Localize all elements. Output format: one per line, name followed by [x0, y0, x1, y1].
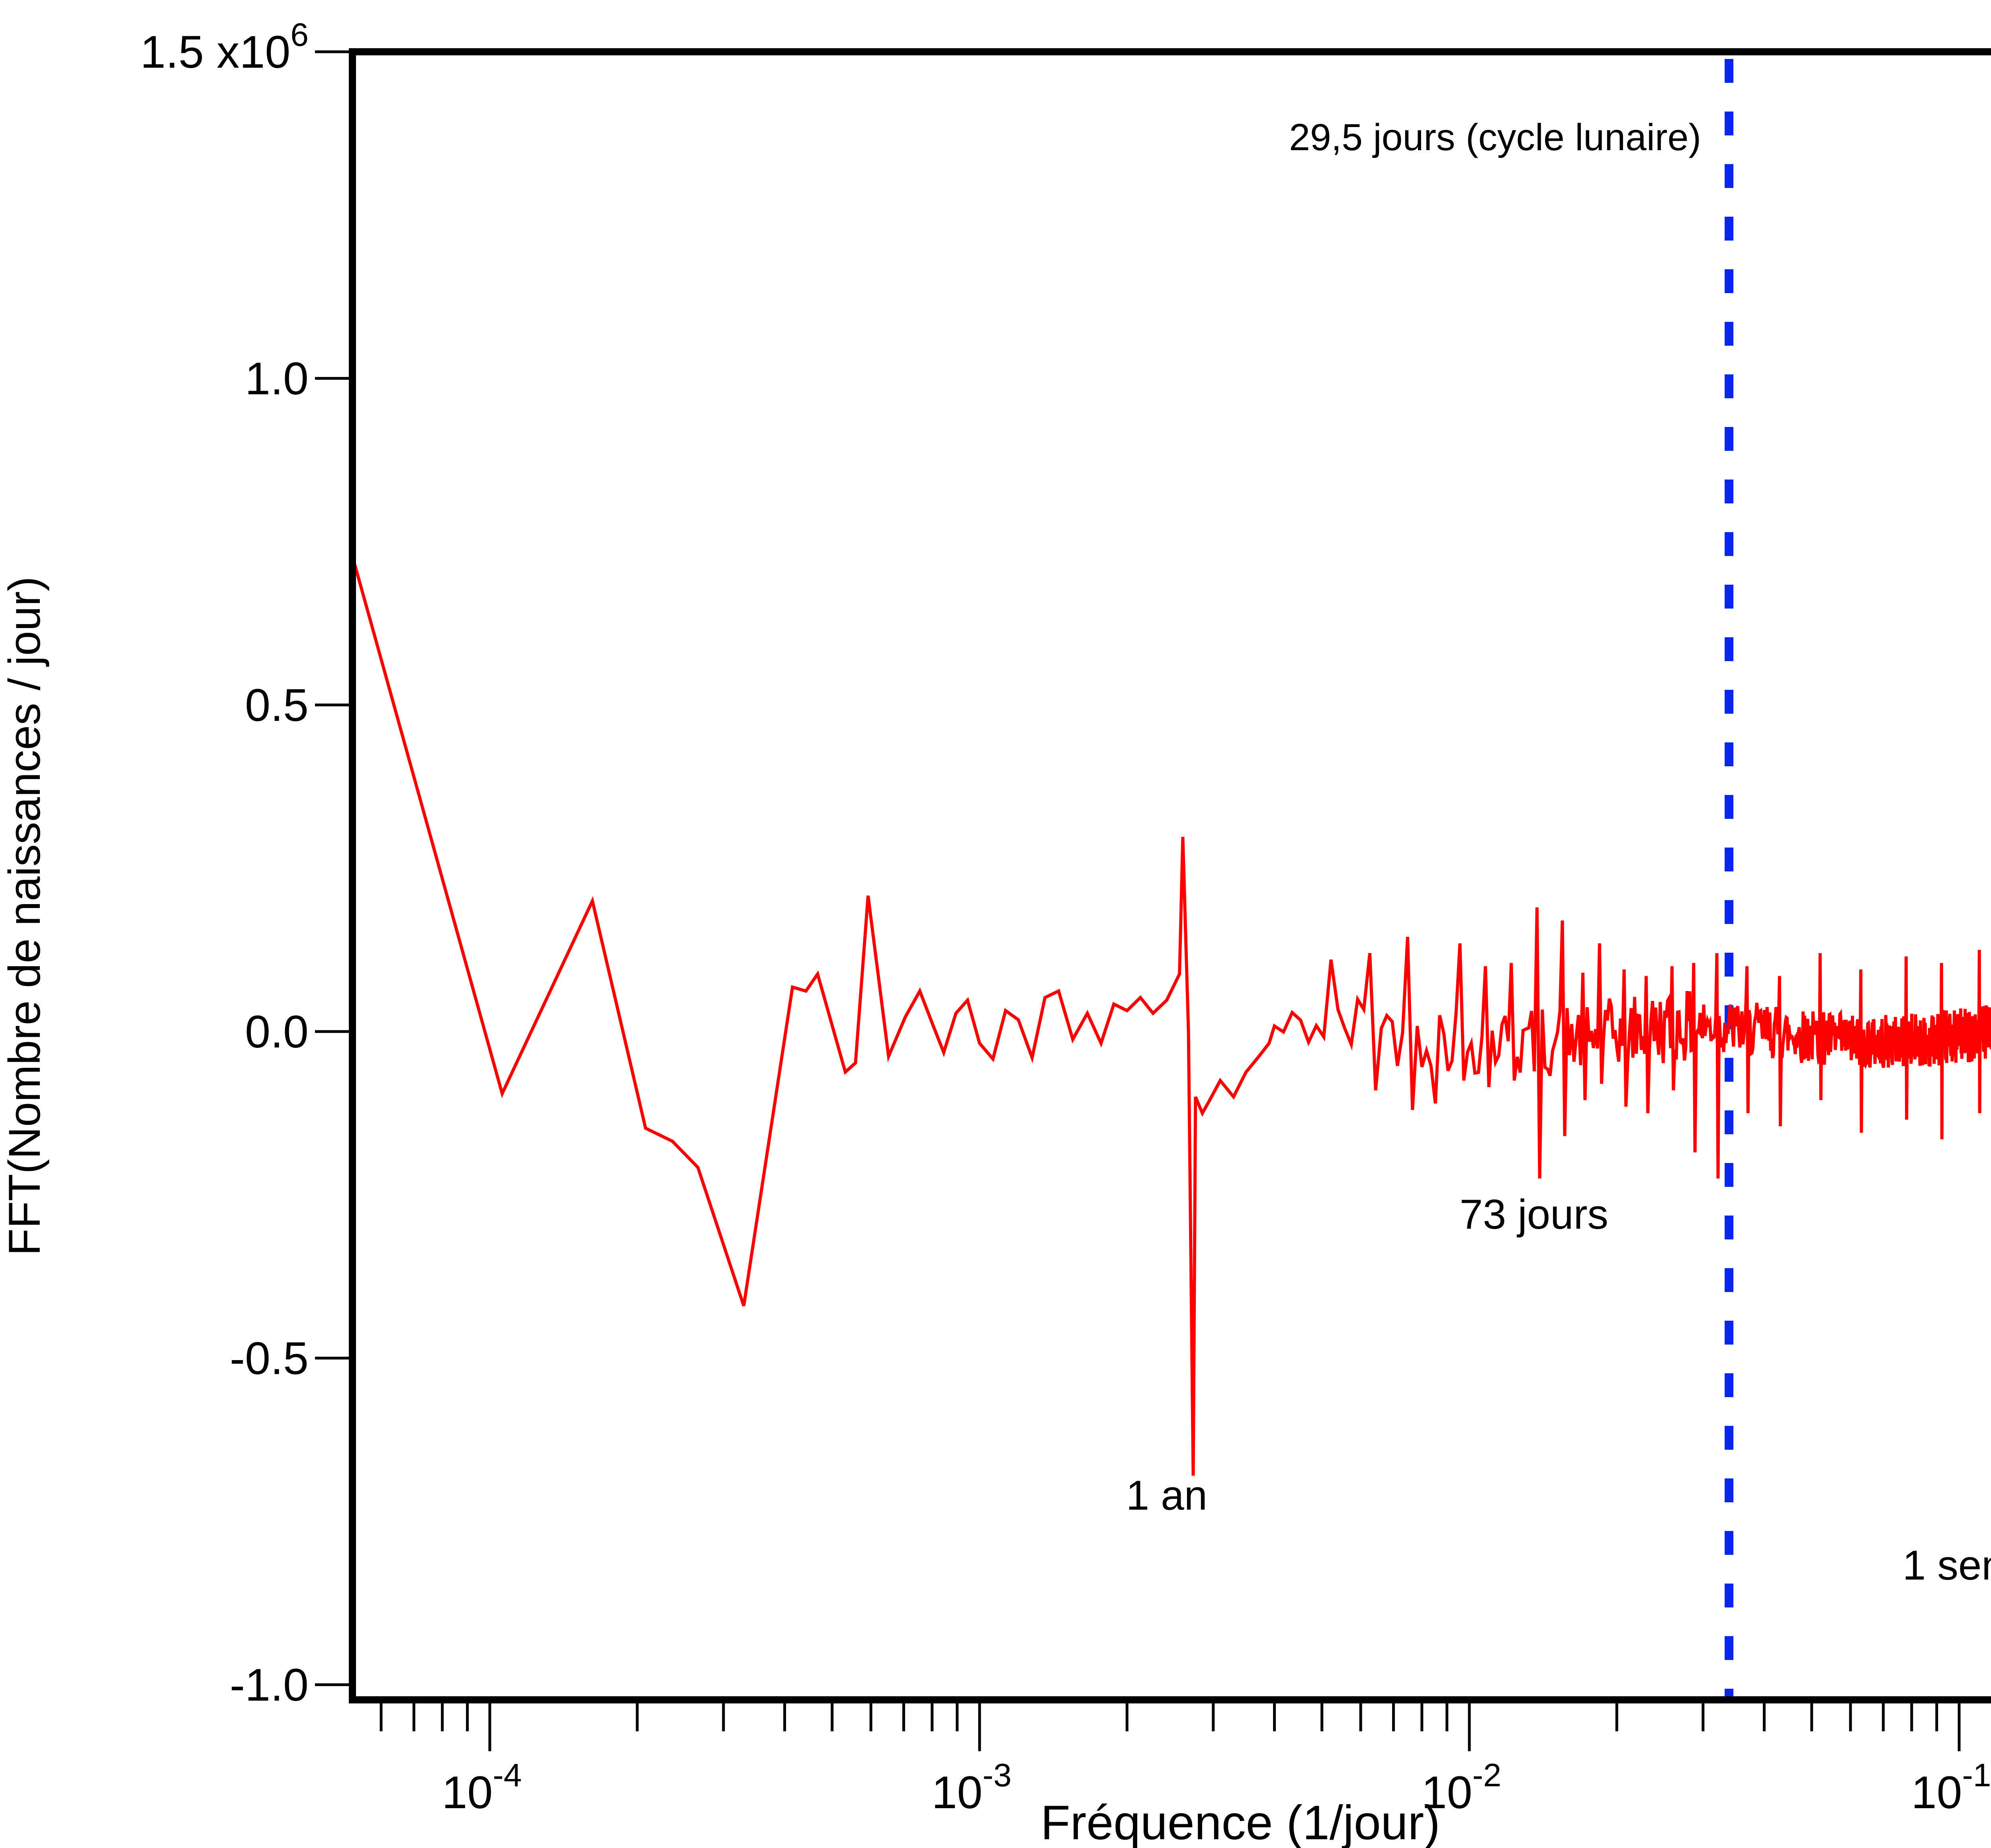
y-axis-tick-label: 0.5	[245, 680, 309, 731]
x-axis-tick-label: 10-4	[442, 1757, 522, 1818]
fft-curve	[353, 564, 1991, 1476]
y-axis-tick-label: -1.0	[230, 1660, 309, 1711]
x-axis-tick-label: 10-3	[932, 1757, 1012, 1818]
y-axis-tick-label: 0.0	[245, 1006, 309, 1057]
y-axis-title: FFT(Nombre de naissances / jour)	[0, 576, 49, 1255]
annotation-1-semaine: 1 semaine	[1903, 1542, 1991, 1589]
x-axis-tick-label: 10-1	[1911, 1757, 1991, 1818]
y-axis-tick-label: 1.0	[245, 353, 309, 404]
lunar-cycle-label: 29,5 jours (cycle lunaire)	[1289, 116, 1701, 159]
annotation-1-an: 1 an	[1126, 1472, 1207, 1519]
plot-border	[349, 48, 1991, 1703]
x-axis-tick-label: 10-2	[1422, 1757, 1502, 1818]
x-axis-title: Fréquence (1/jour)	[1040, 1795, 1440, 1848]
y-axis-tick-label: -0.5	[230, 1333, 309, 1384]
y-axis-tick-label: 1.5 x106	[140, 17, 309, 78]
annotation-73-jours: 73 jours	[1460, 1191, 1609, 1238]
